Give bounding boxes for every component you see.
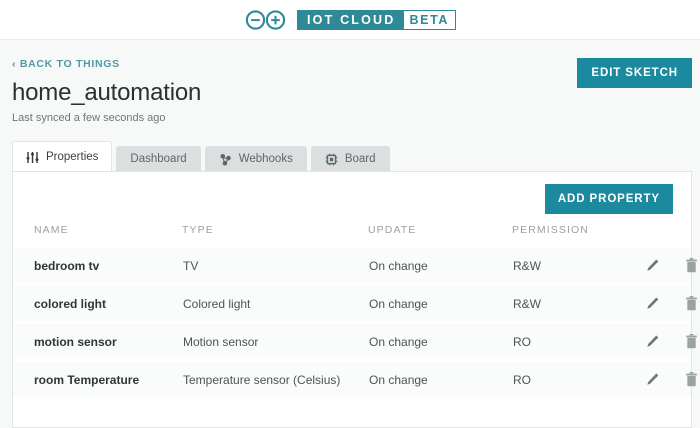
tab-webhooks-label: Webhooks <box>238 153 293 165</box>
wordmark-text: IOT CLOUD <box>297 10 404 29</box>
last-synced-status: Last synced a few seconds ago <box>12 112 166 124</box>
iot-cloud-wordmark: IOT CLOUD BETA <box>296 9 457 30</box>
tab-dashboard-label: Dashboard <box>130 153 187 165</box>
page-header: ‹ BACK TO THINGS home_automation Last sy… <box>8 40 692 124</box>
column-header-name: NAME <box>34 224 69 236</box>
sliders-icon <box>26 151 39 164</box>
card-toolbar: ADD PROPERTY <box>13 172 691 224</box>
pencil-icon[interactable] <box>645 296 660 311</box>
table-body: bedroom tv TV On change R&W <box>13 245 698 397</box>
trash-icon[interactable] <box>685 372 698 387</box>
cell-name: motion sensor <box>13 321 182 361</box>
table-row[interactable]: room Temperature Temperature sensor (Cel… <box>13 359 698 397</box>
column-header-update: UPDATE <box>368 224 417 236</box>
trash-icon[interactable] <box>685 296 698 311</box>
cell-type: Temperature sensor (Celsius) <box>182 359 368 397</box>
tab-webhooks[interactable]: Webhooks <box>204 146 307 172</box>
cell-update: On change <box>368 321 512 361</box>
properties-table: NAME TYPE UPDATE PERMISSION bedroom tv T… <box>13 224 698 397</box>
cell-permission: R&W <box>512 283 622 323</box>
cell-name: colored light <box>13 283 182 323</box>
trash-icon[interactable] <box>685 258 698 273</box>
arduino-infinity-icon <box>244 9 288 31</box>
top-bar: IOT CLOUD BETA <box>0 0 700 40</box>
chip-icon <box>325 153 338 166</box>
add-property-button[interactable]: ADD PROPERTY <box>544 184 673 214</box>
table-header-row: NAME TYPE UPDATE PERMISSION <box>13 224 691 247</box>
cell-actions <box>622 359 698 397</box>
page-title: home_automation <box>12 79 202 106</box>
back-to-things-link[interactable]: ‹ BACK TO THINGS <box>12 58 120 70</box>
iot-cloud-brand[interactable]: IOT CLOUD BETA <box>244 9 457 31</box>
table-row[interactable]: motion sensor Motion sensor On change RO <box>13 321 698 361</box>
cell-type: Colored light <box>182 283 368 323</box>
beta-badge: BETA <box>403 10 456 29</box>
cell-permission: RO <box>512 321 622 361</box>
cell-permission: RO <box>512 359 622 397</box>
cell-update: On change <box>368 359 512 397</box>
tab-bar: Properties Dashboard <box>8 141 692 172</box>
column-header-actions <box>622 224 691 247</box>
trash-icon[interactable] <box>685 334 698 349</box>
cell-actions <box>622 283 698 323</box>
cell-type: Motion sensor <box>182 321 368 361</box>
properties-card: ADD PROPERTY NAME TYPE UPDATE PERMISSION… <box>12 171 698 428</box>
table-header: NAME TYPE UPDATE PERMISSION <box>13 224 691 247</box>
pencil-icon[interactable] <box>645 258 660 273</box>
cell-actions <box>622 245 698 285</box>
webhook-icon <box>219 153 232 166</box>
tab-properties-label: Properties <box>46 151 99 163</box>
tab-properties[interactable]: Properties <box>12 141 113 172</box>
edit-sketch-button[interactable]: EDIT SKETCH <box>577 58 692 88</box>
tab-board-label: Board <box>344 153 376 165</box>
column-header-type: TYPE <box>182 224 214 236</box>
cell-type: TV <box>182 245 368 285</box>
table-row[interactable]: bedroom tv TV On change R&W <box>13 245 698 285</box>
pencil-icon[interactable] <box>645 372 660 387</box>
tab-dashboard[interactable]: Dashboard <box>116 146 201 172</box>
cell-name: bedroom tv <box>13 245 182 285</box>
page-container: ‹ BACK TO THINGS home_automation Last sy… <box>0 40 700 428</box>
cell-actions <box>622 321 698 361</box>
tab-board[interactable]: Board <box>310 146 390 172</box>
column-header-permission: PERMISSION <box>512 224 589 236</box>
cell-update: On change <box>368 283 512 323</box>
cell-update: On change <box>368 245 512 285</box>
cell-name: room Temperature <box>13 359 182 397</box>
cell-permission: R&W <box>512 245 622 285</box>
pencil-icon[interactable] <box>645 334 660 349</box>
table-row[interactable]: colored light Colored light On change R&… <box>13 283 698 323</box>
